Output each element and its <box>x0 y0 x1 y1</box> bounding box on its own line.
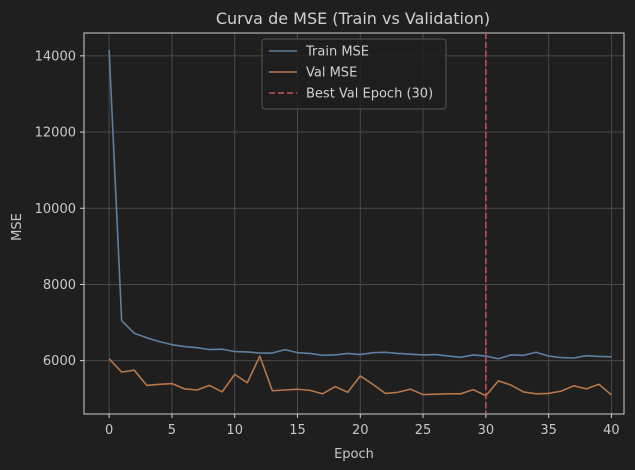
x-tick-label: 40 <box>603 423 620 438</box>
x-tick-label: 0 <box>105 423 113 438</box>
y-axis-label: MSE <box>10 213 25 241</box>
x-tick-label: 30 <box>478 423 495 438</box>
legend-label-2: Best Val Epoch (30) <box>306 87 433 102</box>
series-line-0 <box>108 50 612 360</box>
y-tick-label: 6000 <box>43 354 76 369</box>
x-tick-label: 20 <box>352 423 369 438</box>
y-tick-label: 8000 <box>43 278 76 293</box>
legend: Train MSE Val MSE Best Val Epoch (30) <box>261 38 447 110</box>
y-tick-label: 10000 <box>35 202 76 217</box>
x-tick-label: 5 <box>168 423 176 438</box>
legend-box <box>261 38 447 110</box>
y-tick-label: 14000 <box>35 49 76 64</box>
x-tick-label: 35 <box>540 423 557 438</box>
x-tick-label: 25 <box>415 423 432 438</box>
legend-label-0: Train MSE <box>305 45 369 60</box>
y-tick-label: 12000 <box>35 126 76 141</box>
plot-frame <box>83 32 625 415</box>
chart-title: Curva de MSE (Train vs Validation) <box>216 9 490 28</box>
x-axis-label: Epoch <box>334 447 374 462</box>
x-tick-label: 15 <box>289 423 306 438</box>
x-tick-label: 10 <box>226 423 243 438</box>
legend-label-1: Val MSE <box>306 66 357 81</box>
series-line-1 <box>108 355 612 397</box>
